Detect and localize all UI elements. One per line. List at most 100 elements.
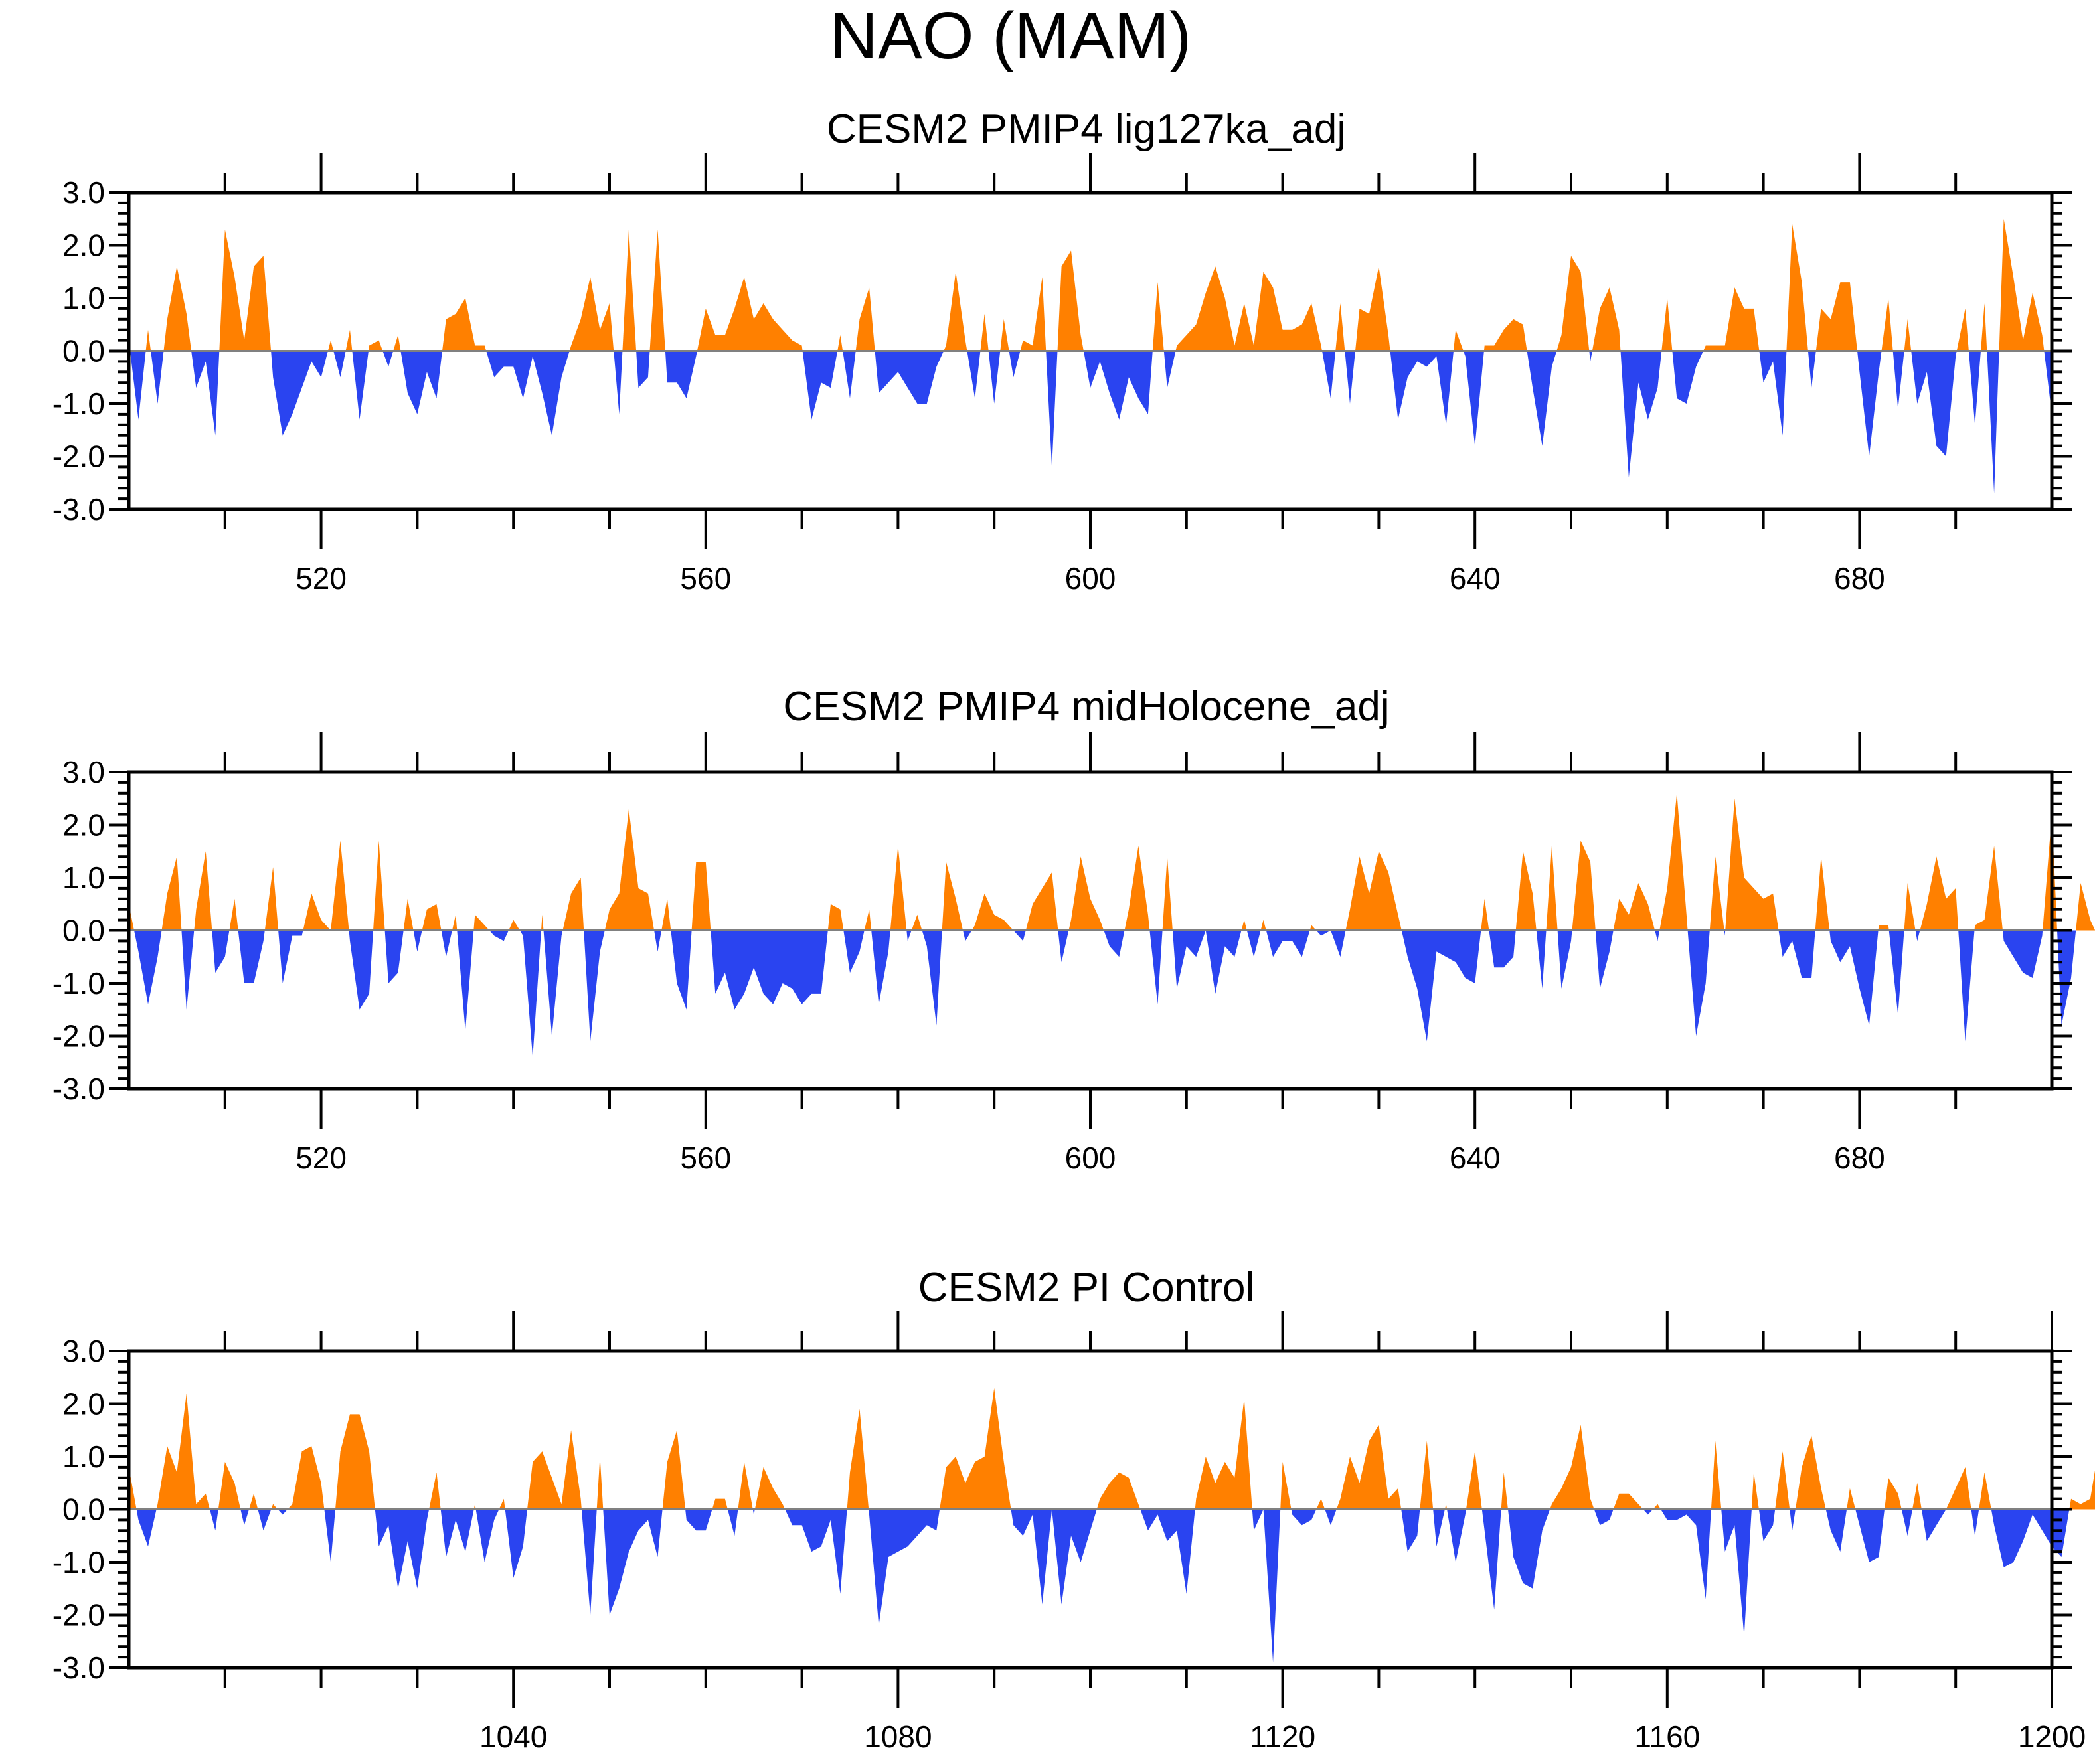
negative-area — [614, 351, 623, 414]
panel-title: CESM2 PMIP4 midHolocene_adj — [783, 684, 1389, 730]
negative-area — [988, 351, 1001, 404]
positive-area — [1556, 256, 1590, 351]
negative-area — [1655, 930, 1660, 941]
negative-area — [1246, 930, 1261, 957]
positive-area — [1725, 798, 1779, 931]
y-tick-label: 0.0 — [62, 914, 105, 948]
positive-area — [452, 914, 458, 931]
positive-area — [1316, 1498, 1325, 1510]
negative-area — [1672, 351, 1704, 404]
positive-area — [1709, 856, 1724, 931]
positive-area — [1175, 266, 1322, 351]
negative-area — [1661, 1509, 1711, 1599]
negative-area — [1911, 351, 1957, 457]
positive-area — [1241, 920, 1247, 931]
negative-area — [1643, 1509, 1653, 1515]
positive-area — [303, 841, 349, 931]
negative-area — [1620, 351, 1662, 478]
negative-area — [1401, 1509, 1420, 1552]
negative-area — [1790, 1509, 1796, 1531]
positive-area — [712, 1498, 728, 1510]
positive-area — [1885, 1477, 1902, 1510]
positive-area — [1661, 298, 1673, 351]
negative-area — [785, 1509, 847, 1594]
plot-frame — [127, 191, 2054, 511]
negative-area — [802, 351, 838, 420]
negative-area — [1589, 351, 1592, 362]
positive-area — [1515, 851, 1537, 931]
negative-area — [906, 930, 912, 941]
positive-area — [596, 1457, 604, 1510]
tick-label-group: 3.0 2.0 1.0 0.0 -1.0 -2.0 -3.0 520 560 600 640 680 — [52, 175, 1885, 596]
positive-area — [156, 1393, 210, 1510]
figure-title: NAO (MAM) — [830, 0, 1191, 73]
negative-area — [752, 1509, 755, 1515]
negative-area — [843, 930, 865, 973]
positive-area — [1878, 925, 1889, 931]
negative-area — [1058, 930, 1069, 963]
positive-area — [1162, 856, 1173, 931]
positive-area — [827, 904, 844, 931]
negative-area — [1724, 930, 1726, 936]
negative-area — [869, 1509, 940, 1626]
positive-area — [1152, 282, 1164, 351]
positive-area — [1280, 1461, 1292, 1510]
negative-area — [843, 351, 856, 398]
positive-area — [1481, 898, 1489, 931]
positive-area — [218, 1461, 241, 1510]
negative-area — [1888, 930, 1904, 1015]
negative-area — [136, 1509, 157, 1547]
negative-area — [2044, 351, 2052, 414]
positive-area — [890, 846, 907, 931]
positive-area — [473, 1504, 476, 1510]
negative-area — [636, 351, 650, 388]
negative-area — [1172, 930, 1242, 994]
negative-area — [1968, 351, 1981, 425]
positive-area — [1653, 1504, 1661, 1510]
negative-area — [1009, 351, 1021, 378]
positive-area — [1920, 856, 1959, 931]
positive-area — [661, 898, 671, 931]
positive-area — [249, 1493, 258, 1510]
positive-area — [271, 1504, 278, 1510]
negative-area — [1595, 930, 1614, 989]
positive-area — [1946, 1467, 1971, 1510]
positive-area — [527, 1430, 582, 1510]
negative-area — [134, 930, 162, 1004]
positive-area — [442, 298, 487, 351]
panel-title: CESM2 PI Control — [918, 1265, 1255, 1311]
negative-area — [2003, 930, 2043, 978]
plot-frame — [127, 770, 2054, 1091]
positive-area — [369, 340, 383, 351]
x-tick-label: 1120 — [1250, 1720, 1315, 1754]
panel-pi-control: CESM2 PI Control 3.0 2.0 1.0 0.0 -1.0 -2.0 -3.… — [52, 1265, 2095, 1754]
tick-group — [109, 732, 2072, 1129]
positive-area — [403, 898, 414, 931]
positive-area — [393, 335, 401, 351]
positive-area — [2076, 883, 2095, 931]
negative-area — [1011, 1509, 1097, 1605]
x-tick-label: 560 — [680, 1141, 731, 1175]
positive-area — [1572, 841, 1596, 931]
negative-area — [1345, 351, 1355, 404]
positive-area — [911, 914, 922, 931]
positive-area — [1501, 1472, 1508, 1510]
negative-area — [1536, 930, 1547, 989]
negative-area — [1291, 1509, 1317, 1526]
negative-area — [1013, 930, 1026, 941]
x-tick-label: 640 — [1450, 1141, 1501, 1175]
x-tick-label: 520 — [295, 561, 347, 596]
positive-area — [287, 1446, 325, 1510]
x-tick-label: 600 — [1065, 561, 1116, 596]
negative-area — [1316, 930, 1346, 957]
positive-area — [1795, 1435, 1826, 1510]
negative-area — [543, 930, 563, 1036]
y-tick-label: 1.0 — [62, 281, 105, 315]
negative-area — [1046, 351, 1058, 467]
positive-area — [562, 878, 584, 931]
negative-area — [505, 1509, 527, 1578]
tick-label-group: 3.0 2.0 1.0 0.0 -1.0 -2.0 -3.0 1040 1080 1120 1160… — [52, 1334, 2086, 1754]
positive-area — [622, 229, 637, 351]
y-tick-label: -3.0 — [52, 492, 105, 526]
